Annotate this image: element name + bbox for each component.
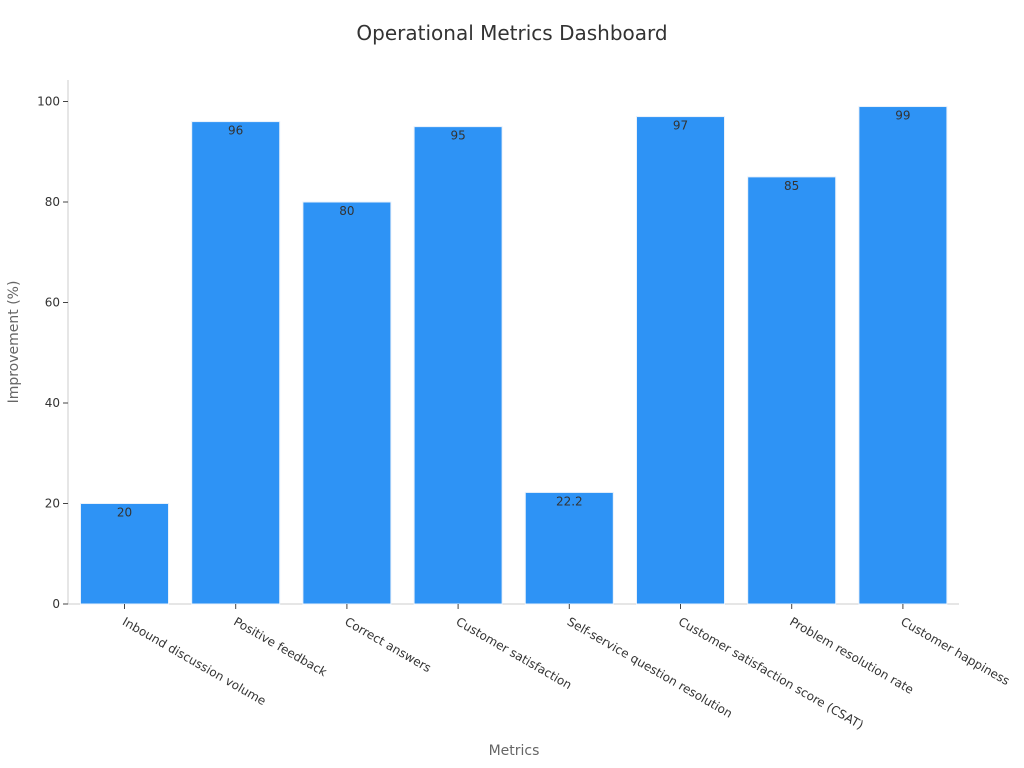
bar-value-label: 80 bbox=[339, 204, 354, 218]
bars bbox=[80, 106, 948, 605]
bar bbox=[636, 116, 725, 605]
bar bbox=[858, 106, 948, 605]
x-axis-title: Metrics bbox=[489, 743, 540, 759]
data-labels: 20 96 80 95 22.2 97 85 99 bbox=[117, 109, 911, 520]
bar bbox=[524, 491, 614, 605]
y-tick-label: 100 bbox=[37, 95, 60, 109]
bar bbox=[747, 176, 837, 605]
bar bbox=[302, 201, 392, 605]
x-tick-label: Customer satisfaction bbox=[454, 614, 575, 692]
bar-value-label: 99 bbox=[895, 109, 910, 123]
chart-title: Operational Metrics Dashboard bbox=[356, 21, 667, 45]
bar-value-label: 85 bbox=[784, 179, 799, 193]
x-tick-label: Positive feedback bbox=[231, 614, 329, 679]
bar-value-label: 95 bbox=[450, 129, 465, 143]
y-tick-label: 60 bbox=[45, 296, 60, 310]
x-tick-label: Problem resolution rate bbox=[787, 614, 916, 696]
y-tick-label: 40 bbox=[45, 396, 60, 410]
y-axis-ticks: 0 20 40 60 80 100 bbox=[37, 95, 68, 611]
x-tick-label: Customer satisfaction score (CSAT) bbox=[676, 614, 866, 732]
x-tick-label: Customer happiness bbox=[898, 614, 1012, 688]
y-axis-title: Improvement (%) bbox=[6, 281, 22, 404]
y-tick-label: 80 bbox=[45, 195, 60, 209]
x-tick-label: Correct answers bbox=[342, 614, 433, 675]
bar bbox=[191, 121, 281, 605]
bar bbox=[80, 503, 169, 605]
y-tick-label: 20 bbox=[45, 497, 60, 511]
bar-value-label: 97 bbox=[673, 119, 688, 133]
bar-value-label: 22.2 bbox=[556, 494, 583, 508]
bar-value-label: 96 bbox=[228, 124, 243, 138]
y-tick-label: 0 bbox=[52, 597, 60, 611]
bar-value-label: 20 bbox=[117, 506, 132, 520]
bar bbox=[413, 126, 503, 605]
